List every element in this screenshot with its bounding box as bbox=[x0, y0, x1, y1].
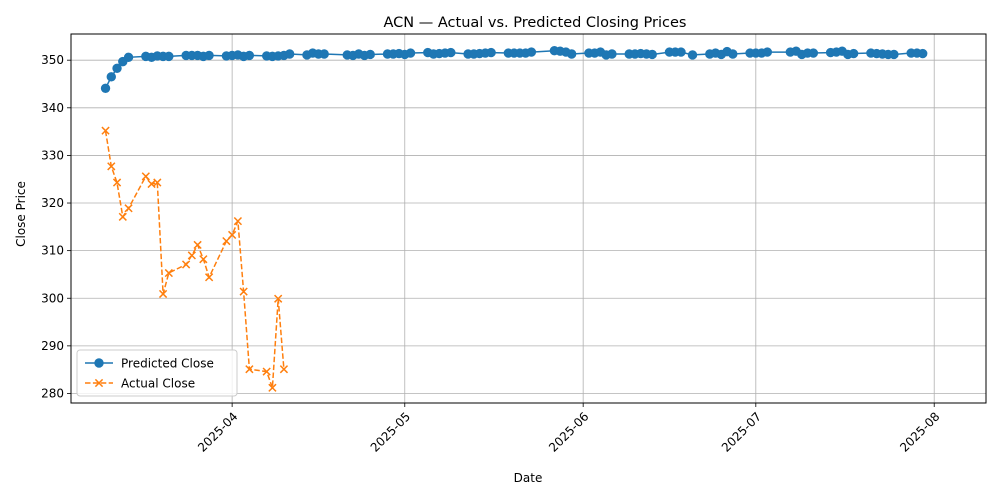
predicted-close-point bbox=[486, 47, 496, 58]
x-marker-stroke bbox=[158, 289, 168, 299]
predicted-close-point bbox=[284, 49, 295, 59]
actual-close-point bbox=[153, 178, 162, 187]
y-tick-label: 300 bbox=[41, 291, 64, 305]
x-marker-stroke bbox=[262, 367, 271, 376]
predicted-close-point bbox=[848, 48, 859, 59]
legend-actual-close-label: Actual Close bbox=[121, 377, 195, 391]
actual-close-point bbox=[118, 212, 127, 221]
x-axis-label: Date bbox=[514, 471, 543, 485]
predicted-close-point bbox=[647, 49, 657, 60]
legend-predicted-close-label: Predicted Close bbox=[121, 357, 214, 371]
y-tick-label: 290 bbox=[41, 339, 64, 353]
legend-predicted-close-marker bbox=[94, 358, 104, 368]
predicted-close-point bbox=[106, 72, 116, 82]
actual-close-point bbox=[181, 260, 191, 269]
x-marker-stroke bbox=[268, 383, 277, 392]
legend-box bbox=[76, 349, 238, 397]
predicted-close-point bbox=[164, 51, 174, 62]
y-tick-label: 350 bbox=[41, 53, 64, 67]
x-marker-stroke bbox=[228, 230, 237, 240]
legend: Predicted Close Actual Close bbox=[76, 349, 238, 397]
x-marker-stroke bbox=[153, 178, 162, 187]
actual-close-point bbox=[228, 230, 237, 240]
predicted-close-point bbox=[204, 50, 214, 61]
actual-close-point bbox=[158, 289, 168, 299]
y-tick-label: 280 bbox=[41, 386, 64, 400]
x-marker-stroke bbox=[141, 172, 150, 181]
y-tick-label: 340 bbox=[41, 101, 64, 115]
x-marker-stroke bbox=[164, 268, 173, 278]
predicted-close-point bbox=[917, 48, 928, 59]
actual-close-point bbox=[239, 287, 248, 296]
predicted-close-point bbox=[728, 49, 738, 59]
actual-close-point bbox=[141, 172, 150, 181]
predicted-close-point bbox=[112, 63, 122, 73]
series-predicted-close bbox=[100, 45, 928, 93]
x-marker-stroke bbox=[112, 178, 122, 187]
predicted-close-point bbox=[446, 47, 456, 58]
legend-actual-close-marker bbox=[94, 378, 104, 388]
predicted-close-point bbox=[123, 52, 134, 63]
actual-close-point bbox=[124, 204, 133, 213]
x-marker-stroke bbox=[187, 251, 196, 260]
x-marker-stroke bbox=[101, 126, 110, 135]
actual-close-point bbox=[262, 367, 271, 376]
predicted-close-point bbox=[808, 48, 819, 58]
y-tick-label: 320 bbox=[41, 196, 64, 210]
x-marker-stroke bbox=[245, 365, 254, 374]
predicted-close-point bbox=[566, 49, 577, 59]
x-marker-stroke bbox=[233, 216, 243, 226]
actual-close-point bbox=[187, 251, 196, 260]
x-marker-stroke bbox=[204, 273, 214, 282]
x-marker-stroke bbox=[94, 378, 104, 388]
predicted-close-point bbox=[687, 50, 698, 60]
x-marker-stroke bbox=[107, 162, 116, 171]
predicted-close-point bbox=[676, 47, 686, 57]
x-marker-stroke bbox=[193, 240, 202, 250]
y-axis: 280 290 300 310 320 330 340 350 bbox=[41, 53, 71, 400]
x-marker-stroke bbox=[239, 287, 248, 296]
x-marker-stroke bbox=[199, 255, 208, 264]
actual-close-point bbox=[233, 216, 243, 226]
predicted-close-point bbox=[365, 49, 375, 60]
predicted-close-point bbox=[319, 49, 329, 59]
predicted-close-point bbox=[244, 50, 255, 61]
predicted-close-point bbox=[526, 47, 537, 57]
predicted-close-point bbox=[405, 48, 416, 58]
series-actual-close bbox=[101, 126, 289, 392]
actual-close-point bbox=[274, 294, 283, 303]
chart-title: ACN — Actual vs. Predicted Closing Price… bbox=[384, 15, 687, 31]
y-axis-label: Close Price bbox=[14, 181, 28, 247]
plot-frame bbox=[70, 33, 987, 404]
actual-close-point bbox=[279, 365, 289, 374]
predicted-close-point bbox=[100, 83, 111, 93]
series-layer bbox=[100, 45, 928, 392]
actual-close-point bbox=[101, 126, 110, 135]
actual-close-point bbox=[112, 178, 122, 187]
x-marker-stroke bbox=[279, 365, 289, 374]
x-marker-stroke bbox=[124, 204, 133, 213]
actual-close-point bbox=[193, 240, 202, 250]
predicted-close-point bbox=[762, 47, 773, 57]
actual-close-point bbox=[107, 162, 116, 171]
actual-close-point bbox=[204, 273, 214, 282]
actual-close-point bbox=[268, 383, 277, 392]
x-marker-stroke bbox=[181, 260, 191, 269]
actual-close-point bbox=[199, 255, 208, 264]
y-tick-label: 330 bbox=[41, 148, 64, 162]
x-marker-stroke bbox=[118, 212, 127, 221]
actual-close-point bbox=[245, 365, 254, 374]
y-tick-label: 310 bbox=[41, 244, 64, 258]
actual-close-point bbox=[164, 268, 173, 278]
x-marker-stroke bbox=[274, 294, 283, 303]
predicted-close-point bbox=[889, 49, 899, 60]
predicted-close-point bbox=[607, 49, 617, 59]
